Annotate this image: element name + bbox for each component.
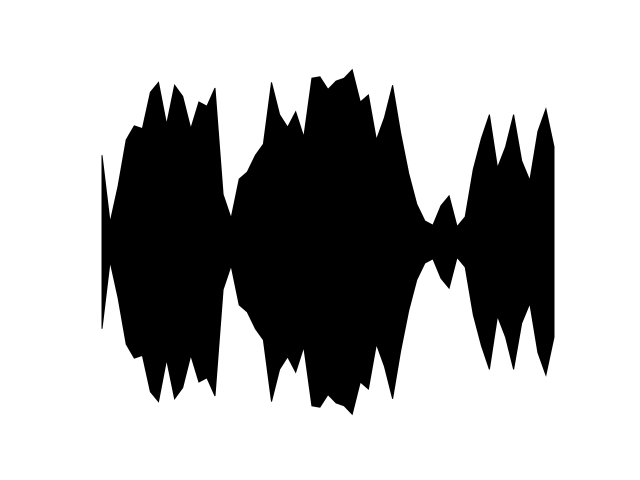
waveform-envelope [101, 68, 555, 416]
